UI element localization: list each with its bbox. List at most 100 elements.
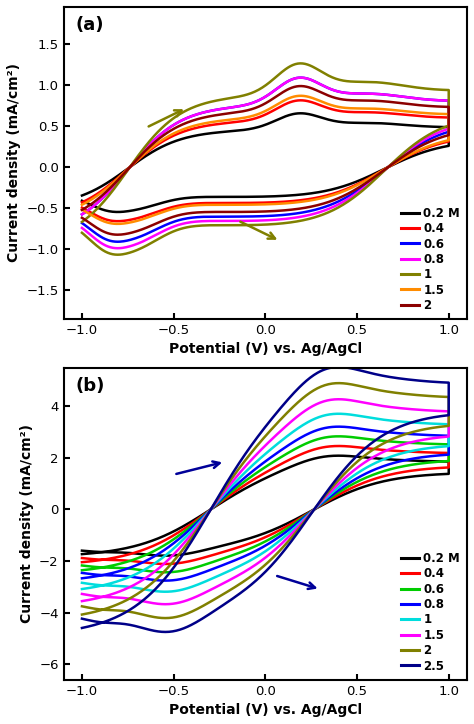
1.5 (163, 600, 168, 609)
1.5 (79, 206, 85, 214)
Text: (a): (a) (76, 17, 104, 34)
0.8 (322, 206, 328, 215)
1 (79, 218, 85, 227)
0.4 (79, 203, 85, 212)
0.4 (413, 447, 419, 456)
Y-axis label: Current density (mA/cm²): Current density (mA/cm²) (7, 64, 21, 263)
0.2 M (322, 187, 328, 195)
1 (79, 229, 85, 237)
0.4 (268, 107, 273, 116)
2.5 (209, 503, 215, 512)
Line: 0.4: 0.4 (82, 101, 449, 221)
0.6 (268, 89, 273, 98)
Line: 1: 1 (82, 64, 449, 255)
1 (336, 409, 341, 418)
1.5 (115, 219, 120, 228)
0.6 (259, 539, 265, 547)
2 (322, 492, 328, 500)
0.4 (413, 111, 419, 120)
0.8 (209, 106, 215, 115)
2 (268, 96, 273, 104)
0.2 M (268, 118, 273, 127)
1.5 (322, 193, 328, 202)
0.4 (209, 504, 215, 513)
0.6 (163, 568, 168, 576)
2 (209, 503, 215, 512)
2.5 (413, 376, 419, 384)
0.2 M (259, 530, 265, 539)
0.6 (322, 203, 328, 211)
0.4 (79, 554, 85, 563)
1.5 (268, 436, 273, 445)
1 (79, 578, 85, 587)
1.5 (336, 395, 341, 403)
1.5 (209, 118, 215, 127)
0.2 M (259, 193, 265, 201)
0.4 (380, 166, 385, 174)
0.4 (259, 534, 265, 543)
0.6 (79, 566, 85, 575)
0.8 (209, 504, 215, 513)
0.8 (298, 73, 303, 82)
2 (336, 379, 341, 387)
0.2 M (79, 196, 85, 205)
Line: 0.8: 0.8 (82, 426, 449, 581)
2 (380, 439, 385, 448)
0.4 (380, 472, 385, 481)
0.6 (259, 212, 265, 221)
Line: 1.5: 1.5 (82, 399, 449, 605)
2 (115, 230, 120, 239)
1.5 (79, 597, 85, 605)
0.4 (298, 96, 303, 105)
1 (322, 495, 328, 504)
1 (322, 209, 328, 218)
1.5 (209, 503, 215, 512)
0.4 (163, 560, 168, 568)
Line: 0.8: 0.8 (82, 77, 449, 248)
0.2 M (79, 191, 85, 200)
1.5 (380, 448, 385, 457)
0.6 (413, 94, 419, 103)
2.5 (268, 416, 273, 424)
1 (380, 455, 385, 464)
0.6 (413, 439, 419, 447)
1 (209, 504, 215, 513)
1 (79, 585, 85, 594)
2.5 (380, 432, 385, 440)
2 (380, 167, 385, 176)
0.2 M (336, 451, 341, 460)
1 (298, 59, 303, 68)
2 (322, 199, 328, 208)
0.8 (322, 497, 328, 505)
0.4 (259, 198, 265, 207)
1.5 (259, 200, 265, 209)
0.8 (259, 216, 265, 224)
2 (79, 602, 85, 610)
Y-axis label: Current density (mA/cm²): Current density (mA/cm²) (19, 424, 34, 623)
1.5 (79, 589, 85, 598)
0.2 M (380, 477, 385, 486)
Legend: 0.2 M, 0.4, 0.6, 0.8, 1, 1.5, 2: 0.2 M, 0.4, 0.6, 0.8, 1, 1.5, 2 (396, 202, 465, 316)
1 (268, 77, 273, 85)
2 (268, 426, 273, 434)
1.5 (322, 494, 328, 502)
1 (259, 220, 265, 229)
1 (413, 418, 419, 427)
0.2 M (298, 109, 303, 117)
X-axis label: Potential (V) vs. Ag/AgCl: Potential (V) vs. Ag/AgCl (169, 342, 362, 356)
0.2 M (413, 456, 419, 465)
0.2 M (115, 208, 120, 216)
1.5 (413, 405, 419, 414)
1 (413, 83, 419, 92)
0.4 (322, 192, 328, 201)
2.5 (79, 615, 85, 623)
0.6 (79, 561, 85, 570)
Line: 2.5: 2.5 (82, 367, 449, 632)
0.8 (268, 453, 273, 462)
0.6 (298, 73, 303, 82)
0.6 (115, 237, 120, 246)
0.8 (413, 430, 419, 439)
0.4 (115, 216, 120, 225)
0.2 M (322, 500, 328, 508)
Line: 2: 2 (82, 383, 449, 618)
